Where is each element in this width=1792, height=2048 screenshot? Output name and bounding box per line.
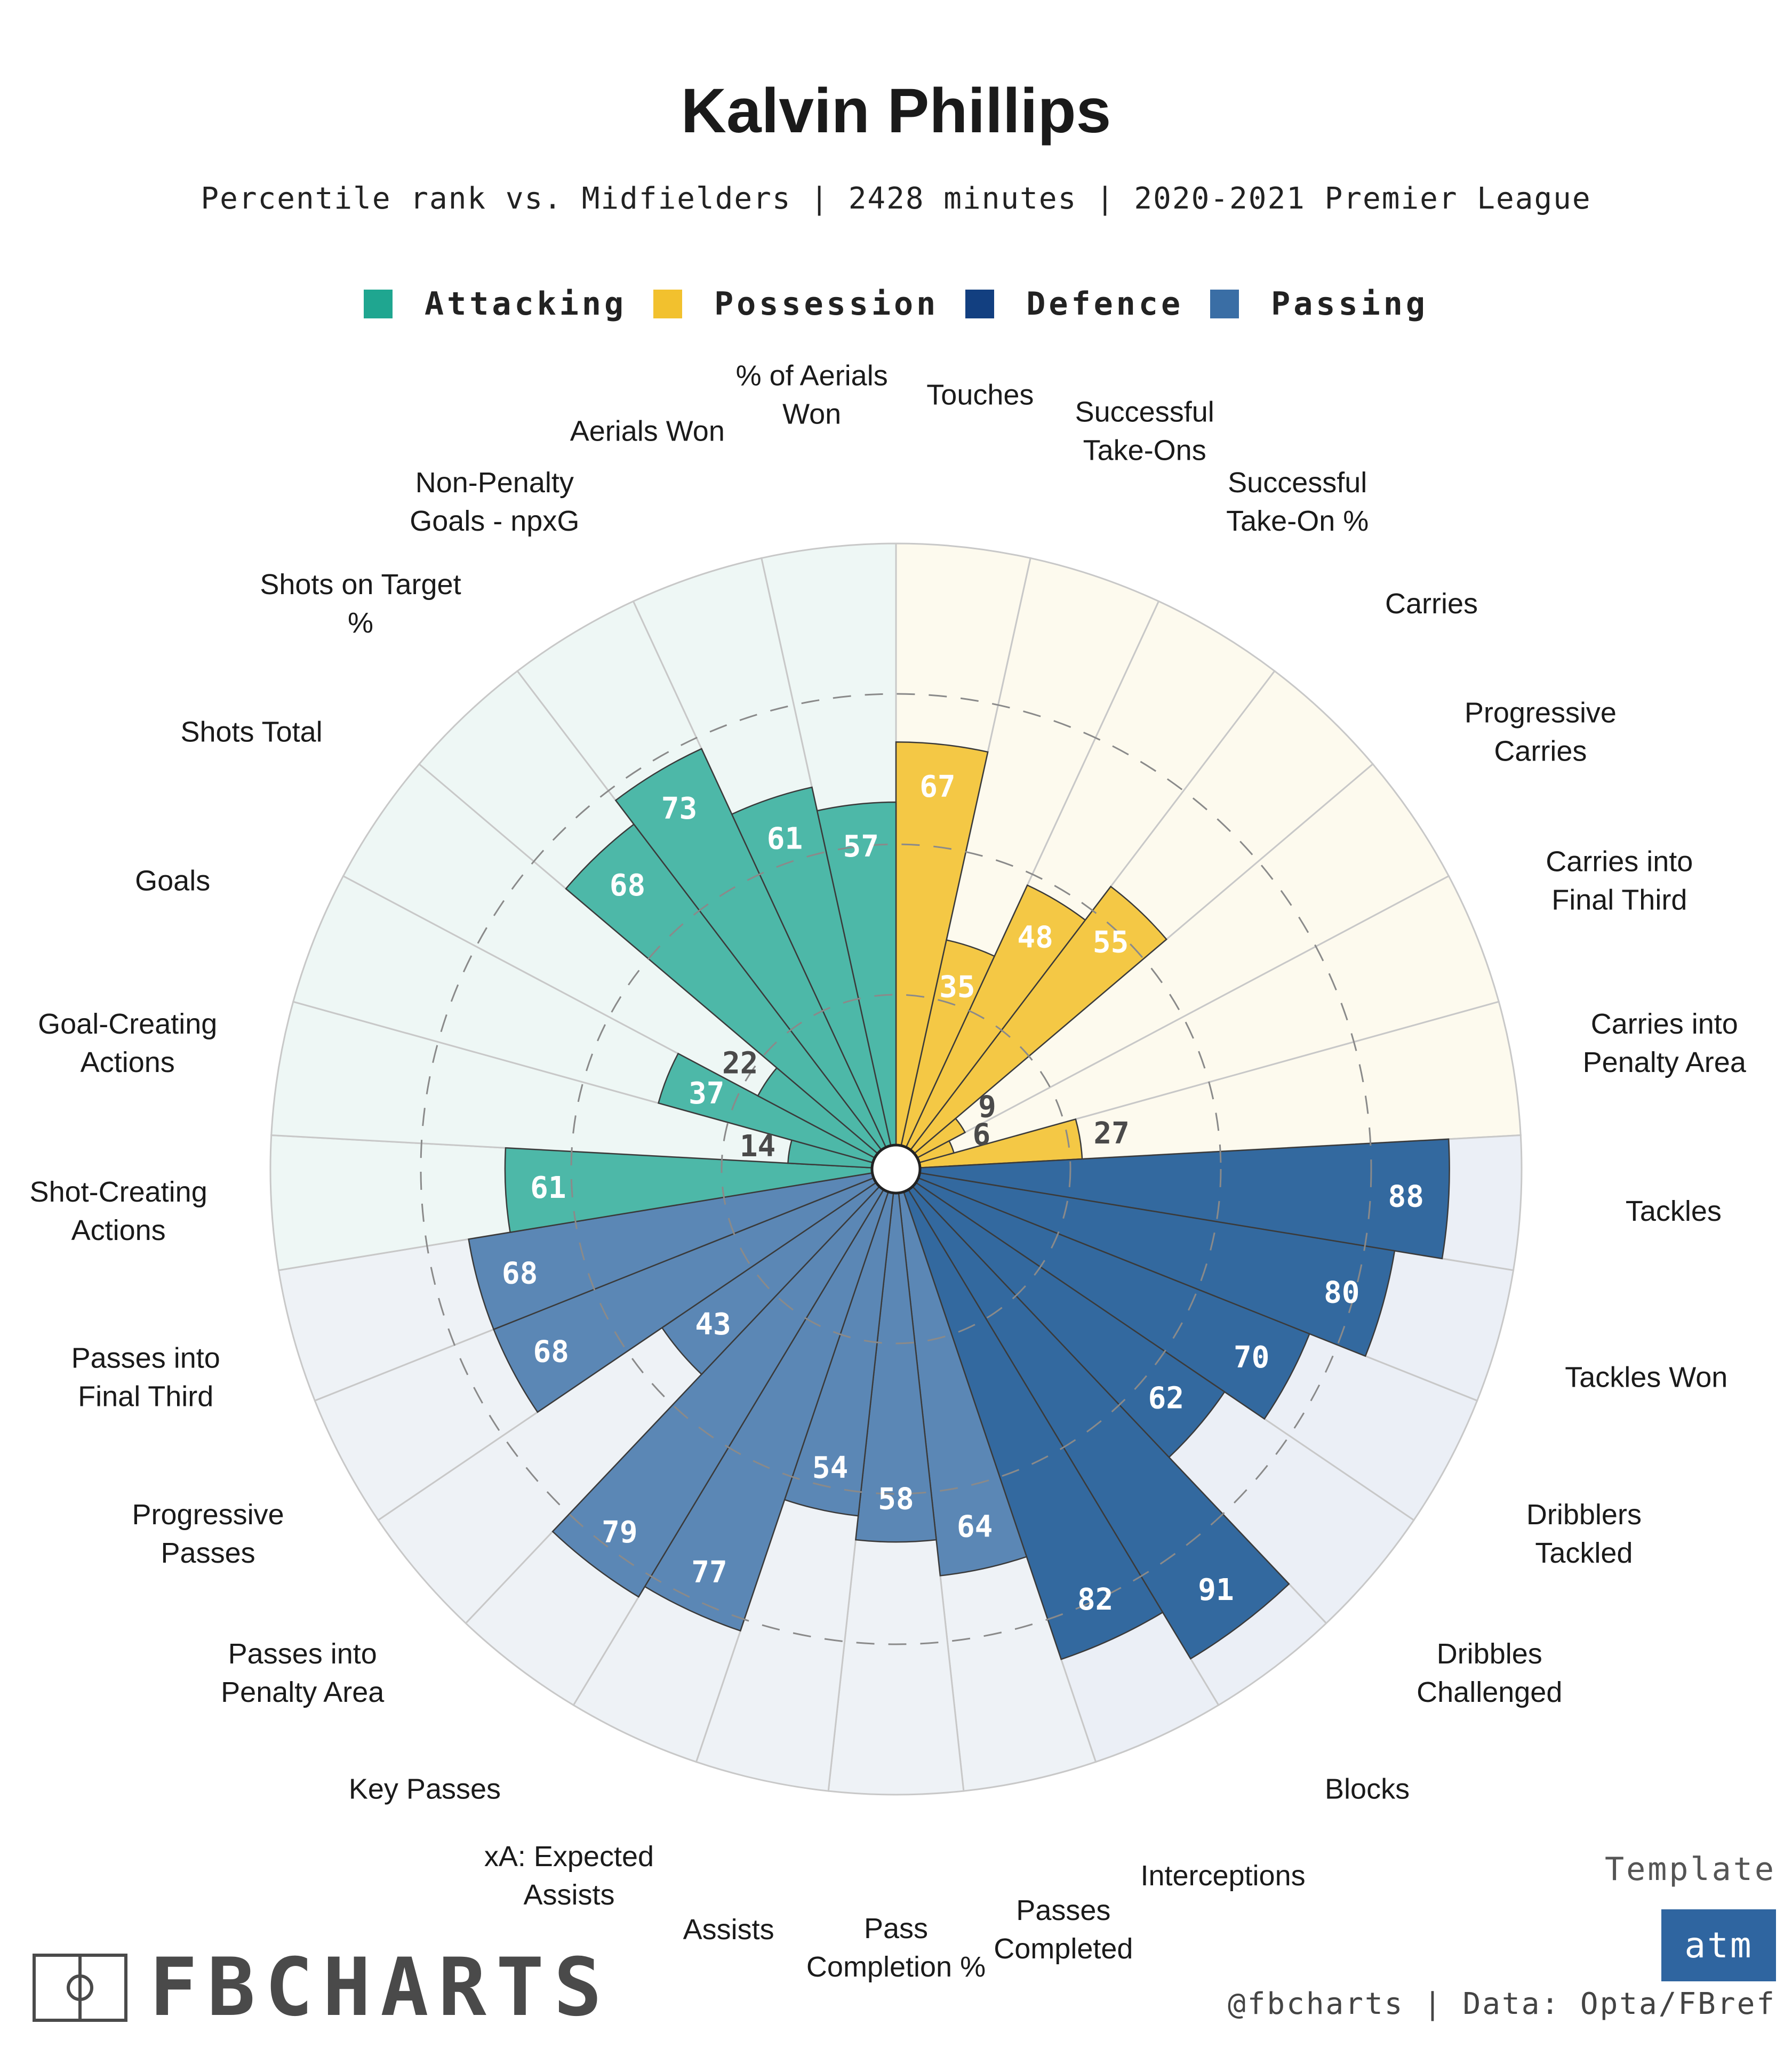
gridline-25: [721, 994, 1071, 1345]
legend-label-defence: Defence: [1026, 285, 1184, 323]
data-credit: @fbcharts | Data: Opta/FBref: [1227, 1987, 1776, 2021]
value-label-aerials-won: 61: [767, 822, 803, 857]
gridline-50: [570, 843, 1222, 1495]
template-badge: atm: [1661, 1909, 1776, 1981]
axis-label-non-penalty-goals-npxg: Non-Penalty Goals - npxG: [410, 467, 579, 537]
axis-label-tackles-won: Tackles Won: [1565, 1362, 1727, 1394]
axis-label-of-aerials-won: % of Aerials Won: [736, 360, 888, 430]
legend-item-passing: Passing: [1210, 285, 1428, 323]
value-label-successful-take-ons: 35: [939, 970, 975, 1005]
axis-label-successful-take-ons: Successful Take-Ons: [1075, 396, 1214, 466]
center-hole: [870, 1143, 922, 1195]
axis-label-carries: Carries: [1385, 588, 1478, 620]
chart-title: Kalvin Phillips: [681, 76, 1111, 146]
value-label-carries-into-final-third: 6: [973, 1118, 991, 1153]
axis-label-progressive-passes: Progressive Passes: [132, 1499, 284, 1569]
axis-label-tackles: Tackles: [1626, 1195, 1722, 1227]
axis-label-key-passes: Key Passes: [349, 1773, 501, 1805]
value-label-shots-on-target: 68: [610, 868, 645, 903]
bars: [468, 741, 1450, 1660]
value-label-shots-total: 22: [722, 1046, 758, 1081]
pitch-logo-icon: [33, 1954, 127, 2022]
value-label-touches: 67: [919, 770, 955, 804]
value-label-goal-creating-actions: 14: [740, 1129, 775, 1164]
axis-label-shots-total: Shots Total: [180, 716, 322, 748]
value-label-dribbles-challenged: 62: [1148, 1381, 1184, 1416]
axis-label-touches: Touches: [926, 379, 1034, 411]
axis-label-pass-completion: Pass Completion %: [806, 1913, 986, 1983]
axis-label-goals: Goals: [135, 865, 210, 897]
legend-item-possession: Possession: [653, 285, 939, 323]
value-label-blocks: 91: [1198, 1573, 1234, 1607]
value-label-shot-creating-actions: 61: [530, 1171, 566, 1205]
axis-label-progressive-carries: Progressive Carries: [1465, 697, 1617, 767]
value-label-of-aerials-won: 57: [843, 829, 879, 864]
axis-label-passes-into-final-third: Passes into Final Third: [71, 1342, 220, 1413]
value-label-key-passes: 79: [602, 1515, 637, 1550]
gridlines: [420, 693, 1372, 1645]
value-label-interceptions: 82: [1077, 1582, 1113, 1617]
brand: FBCHARTS: [32, 1941, 611, 2034]
value-label-goals: 37: [689, 1076, 724, 1111]
axis-label-aerials-won: Aerials Won: [570, 415, 725, 447]
value-label-tackles-won: 80: [1324, 1276, 1359, 1310]
axis-label-dribbles-challenged: Dribbles Challenged: [1417, 1638, 1562, 1708]
value-label-carries-into-penalty-area: 27: [1093, 1116, 1129, 1151]
brand-name: FBCHARTS: [149, 1941, 612, 2034]
axis-label-goal-creating-actions: Goal-Creating Actions: [38, 1008, 217, 1078]
chart-subtitle: Percentile rank vs. Midfielders | 2428 m…: [201, 181, 1591, 216]
axis-label-shots-on-target: Shots on Target%: [260, 569, 461, 639]
axis-label-carries-into-penalty-area: Carries into Penalty Area: [1583, 1008, 1747, 1078]
value-labels: 67 35 48 55 96 27 88 80 70 62 91 82 64 58 54 77 79 43 68 68…: [502, 770, 1424, 1617]
value-label-progressive-carries: 9: [978, 1090, 996, 1125]
legend-label-attacking: Attacking: [424, 285, 627, 323]
value-label-non-penalty-goals-npxg: 73: [661, 791, 697, 826]
value-label-xa-expected-assists: 77: [691, 1555, 727, 1590]
legend-swatch-defence: [965, 290, 995, 318]
axis-label-interceptions: Interceptions: [1140, 1860, 1305, 1892]
gridline-75: [420, 693, 1372, 1645]
axis-label-carries-into-final-third: Carries into Final Third: [1546, 846, 1693, 916]
value-label-tackles: 88: [1388, 1179, 1424, 1214]
value-label-successful-take-on: 48: [1017, 921, 1053, 955]
legend-swatch-possession: [653, 290, 683, 318]
legend-swatch-attacking: [363, 290, 393, 318]
value-label-passes-completed: 64: [957, 1509, 993, 1544]
axis-label-successful-take-on: Successful Take-On %: [1226, 467, 1369, 537]
value-label-passes-into-final-third: 68: [502, 1256, 538, 1291]
legend-label-passing: Passing: [1271, 285, 1429, 323]
template-label: Template: [1605, 1851, 1776, 1888]
axis-label-passes-completed: Passes Completed: [994, 1894, 1133, 1965]
value-label-passes-into-penalty-area: 43: [695, 1307, 731, 1342]
legend-item-defence: Defence: [965, 285, 1183, 323]
value-label-assists: 54: [812, 1451, 848, 1485]
value-label-progressive-passes: 68: [533, 1334, 569, 1369]
value-label-dribblers-tackled: 70: [1234, 1340, 1269, 1375]
legend: Attacking Possession Defence Passing: [0, 285, 1792, 323]
value-label-carries: 55: [1093, 925, 1129, 960]
value-label-pass-completion: 58: [878, 1482, 914, 1517]
legend-swatch-passing: [1210, 290, 1239, 318]
axis-label-passes-into-penalty-area: Passes into Penalty Area: [221, 1638, 385, 1708]
legend-item-attacking: Attacking: [363, 285, 627, 323]
axis-label-dribblers-tackled: Dribblers Tackled: [1526, 1499, 1642, 1569]
axis-label-assists: Assists: [683, 1914, 774, 1946]
axis-label-blocks: Blocks: [1325, 1773, 1410, 1805]
axis-label-shot-creating-actions: Shot-Creating Actions: [30, 1176, 207, 1246]
legend-label-possession: Possession: [714, 285, 939, 323]
axis-label-xa-expected-assists: xA: Expected Assists: [484, 1841, 654, 1911]
